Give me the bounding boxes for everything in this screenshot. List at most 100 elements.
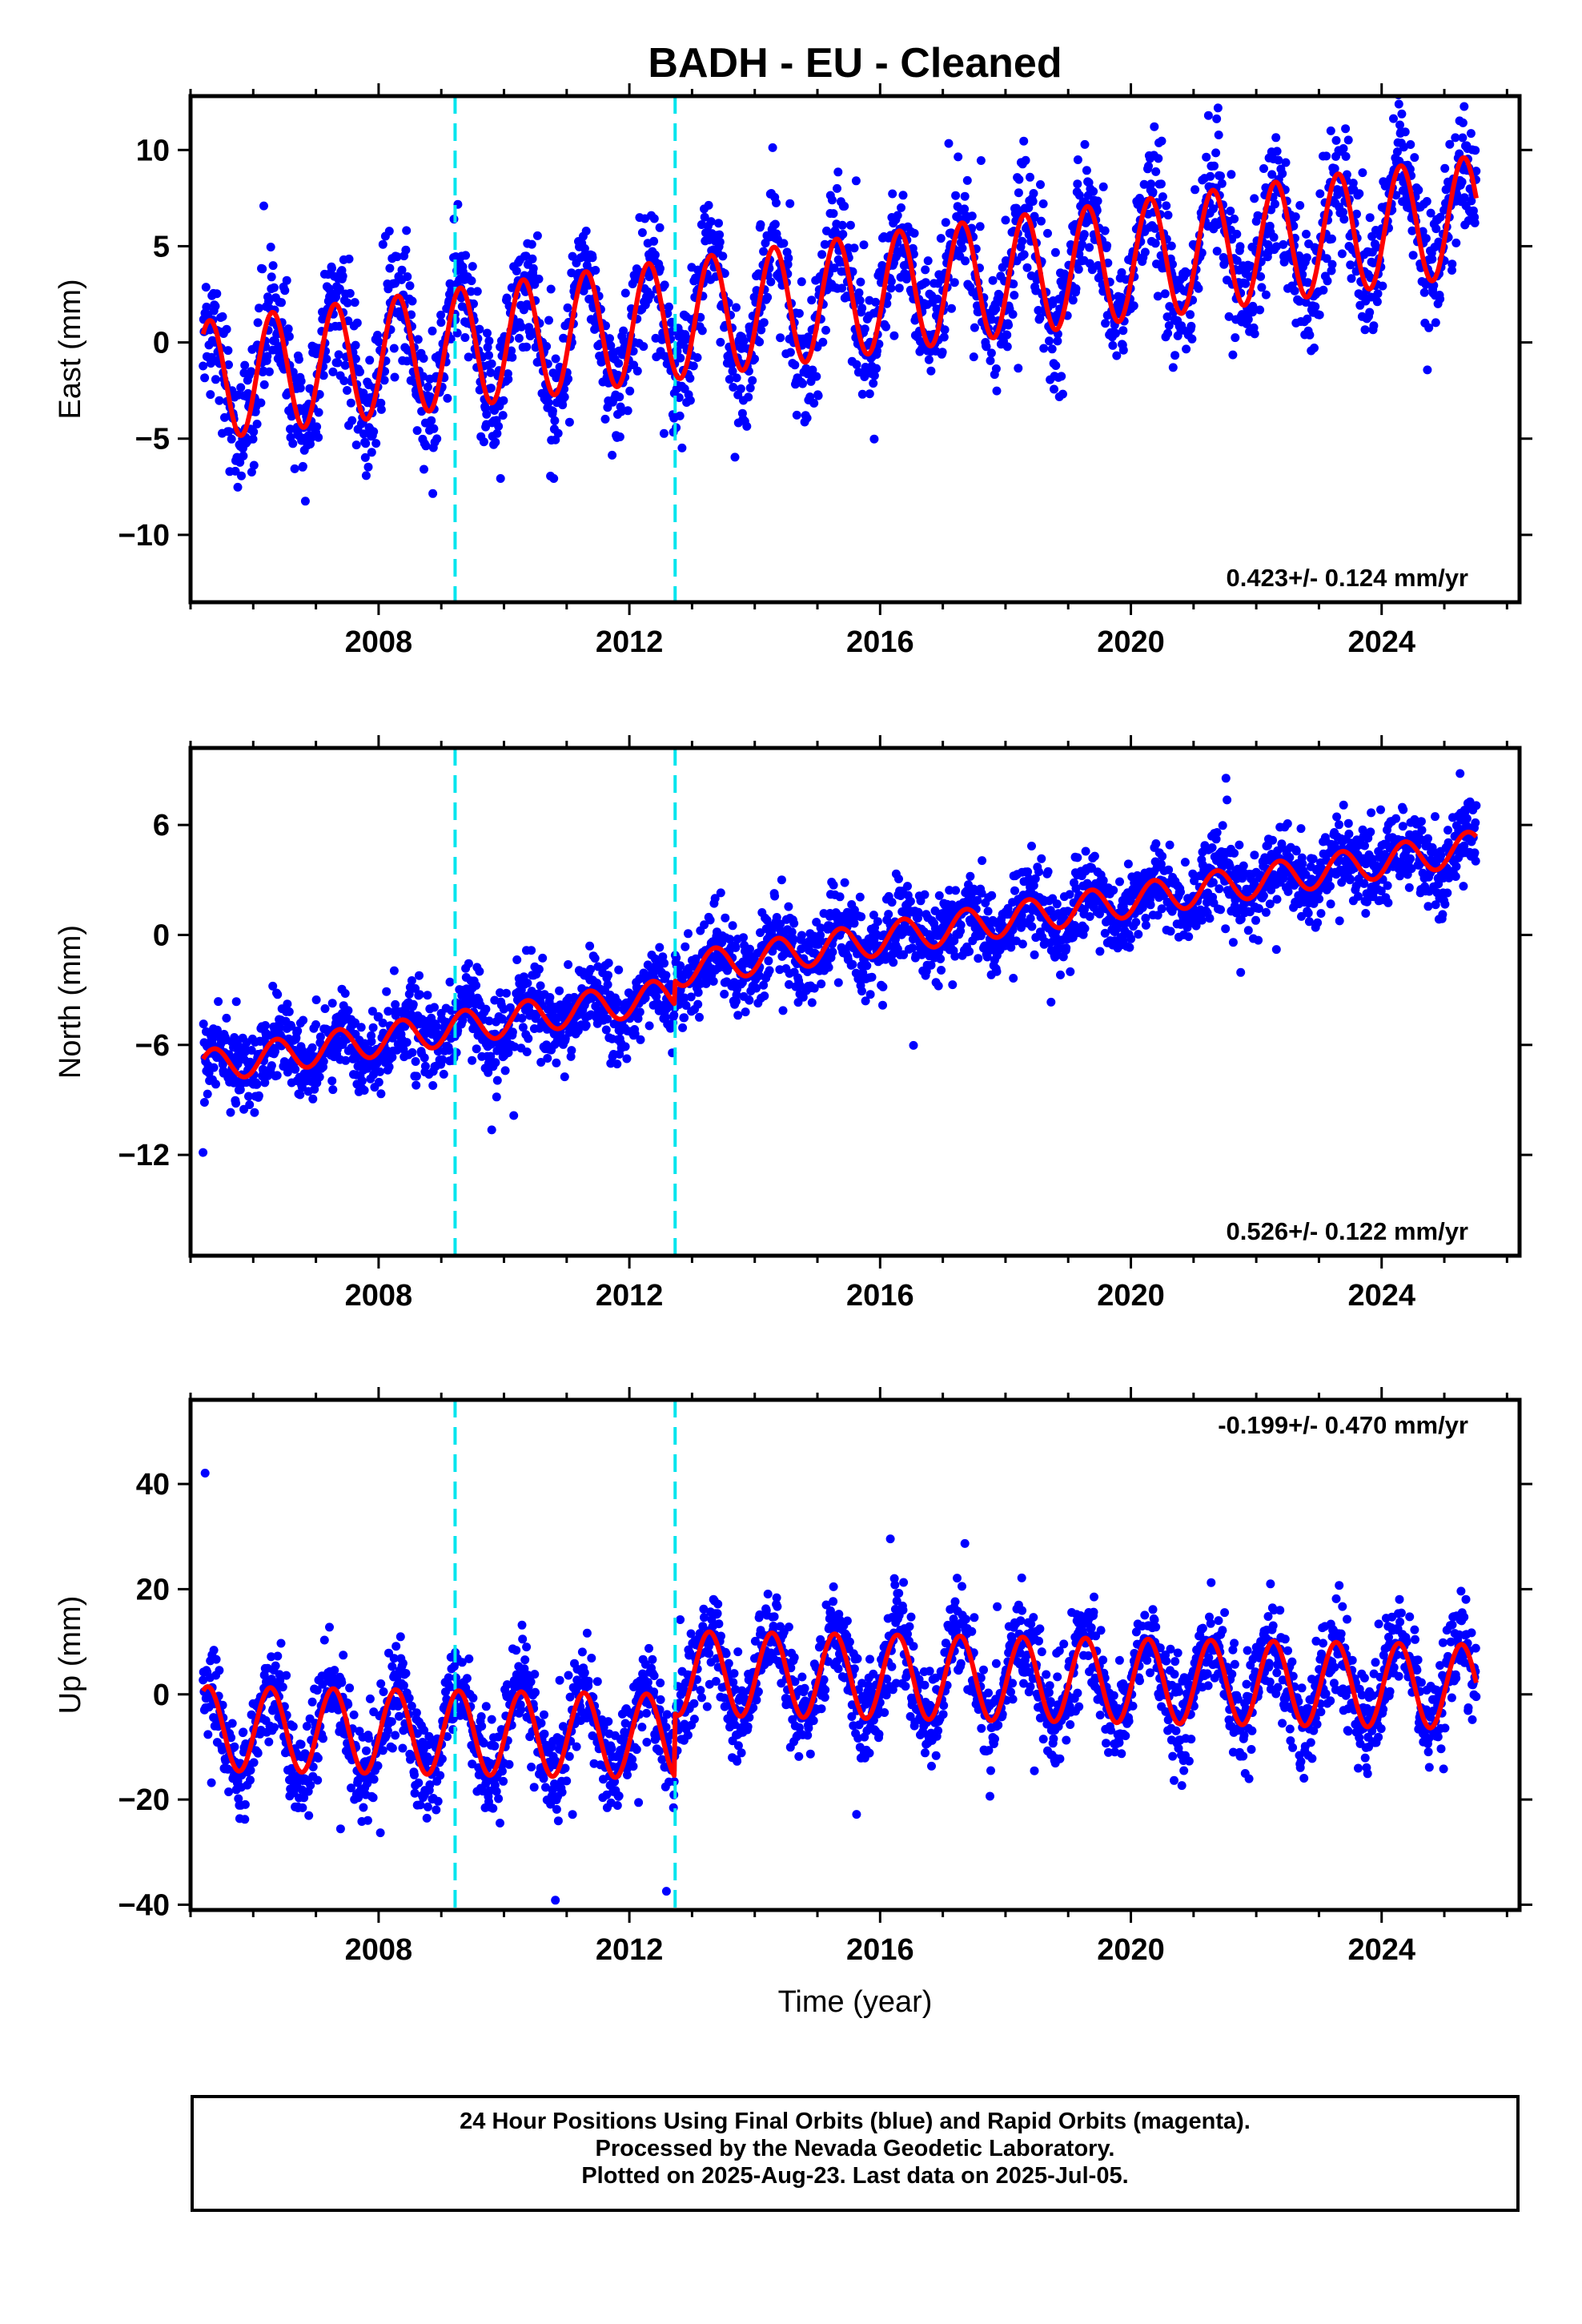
data-point	[1271, 945, 1281, 955]
data-point	[468, 262, 477, 271]
data-point	[1111, 328, 1120, 338]
data-point	[897, 203, 905, 212]
data-point	[361, 439, 371, 448]
data-point	[681, 1001, 691, 1010]
data-point	[491, 437, 500, 447]
data-point	[730, 452, 740, 462]
data-point	[886, 283, 896, 293]
data-point	[766, 277, 776, 287]
data-point	[796, 981, 805, 991]
data-point	[720, 269, 729, 278]
data-point	[893, 211, 902, 220]
data-point	[1237, 310, 1247, 320]
data-point	[1151, 839, 1161, 848]
data-point	[920, 890, 930, 899]
data-point	[552, 1058, 561, 1068]
data-point	[865, 990, 875, 999]
data-point	[706, 217, 716, 227]
data-point	[1036, 180, 1045, 189]
data-point	[1347, 274, 1356, 283]
data-point	[620, 288, 630, 298]
data-point	[808, 365, 817, 375]
data-point	[350, 298, 359, 308]
data-point	[244, 1092, 253, 1101]
data-point	[660, 959, 669, 968]
data-point	[351, 440, 361, 450]
data-point	[857, 304, 867, 313]
data-point	[1058, 389, 1067, 399]
data-point	[397, 265, 407, 275]
data-point	[1337, 249, 1347, 259]
data-point	[1197, 248, 1207, 258]
data-point	[1272, 147, 1282, 156]
data-point	[1267, 170, 1277, 179]
data-point	[235, 1085, 245, 1095]
data-point	[542, 342, 552, 351]
data-point	[585, 941, 595, 951]
data-point	[528, 263, 538, 273]
data-point	[293, 1026, 303, 1035]
data-point	[1164, 321, 1174, 330]
data-point	[622, 1054, 632, 1063]
data-point	[277, 298, 286, 308]
data-point	[680, 1013, 689, 1023]
data-point	[522, 1047, 532, 1056]
data-point	[1271, 199, 1279, 209]
data-point	[1123, 859, 1133, 869]
data-point	[1439, 205, 1449, 215]
data-point	[1259, 164, 1268, 173]
data-point	[199, 1098, 209, 1107]
data-point	[408, 1047, 417, 1057]
data-point	[1166, 927, 1175, 936]
data-point	[1141, 920, 1150, 930]
data-point	[374, 1077, 383, 1087]
data-point	[991, 364, 1001, 373]
data-point	[770, 891, 780, 901]
data-point	[439, 1069, 448, 1079]
data-point	[391, 999, 400, 1009]
data-point	[320, 1004, 330, 1013]
data-point	[1226, 207, 1235, 215]
data-point	[1230, 214, 1239, 223]
data-point	[518, 1023, 528, 1032]
data-point	[871, 297, 881, 307]
data-point	[551, 354, 560, 364]
data-point	[1030, 950, 1039, 959]
data-point	[857, 389, 867, 399]
data-point	[954, 152, 963, 162]
data-point	[1117, 267, 1126, 277]
data-point	[867, 972, 877, 982]
data-point	[351, 340, 360, 350]
data-point	[295, 1090, 305, 1100]
data-point	[233, 482, 243, 492]
data-point	[960, 191, 970, 201]
data-point	[1322, 151, 1331, 161]
data-point	[970, 323, 979, 332]
data-point	[1400, 127, 1410, 137]
data-point	[1279, 239, 1288, 249]
data-point	[283, 999, 292, 1009]
data-point	[986, 356, 995, 365]
data-point	[851, 176, 861, 186]
data-point	[536, 1058, 546, 1067]
data-point	[522, 342, 532, 352]
data-point	[924, 355, 934, 364]
data-point	[1373, 289, 1383, 299]
data-point	[644, 1021, 654, 1031]
data-point	[475, 967, 484, 976]
data-point	[428, 489, 438, 498]
data-point	[759, 980, 769, 990]
data-point	[1037, 854, 1046, 863]
data-point	[1014, 175, 1024, 184]
data-point	[1228, 350, 1238, 360]
data-point	[382, 987, 391, 996]
data-point	[1039, 344, 1049, 353]
data-point	[1066, 967, 1075, 976]
data-point	[472, 287, 482, 296]
data-point	[1445, 139, 1455, 149]
data-point	[283, 324, 293, 334]
data-point	[260, 1021, 270, 1030]
data-point	[1085, 243, 1094, 252]
data-point	[614, 359, 624, 368]
data-point	[646, 290, 655, 300]
